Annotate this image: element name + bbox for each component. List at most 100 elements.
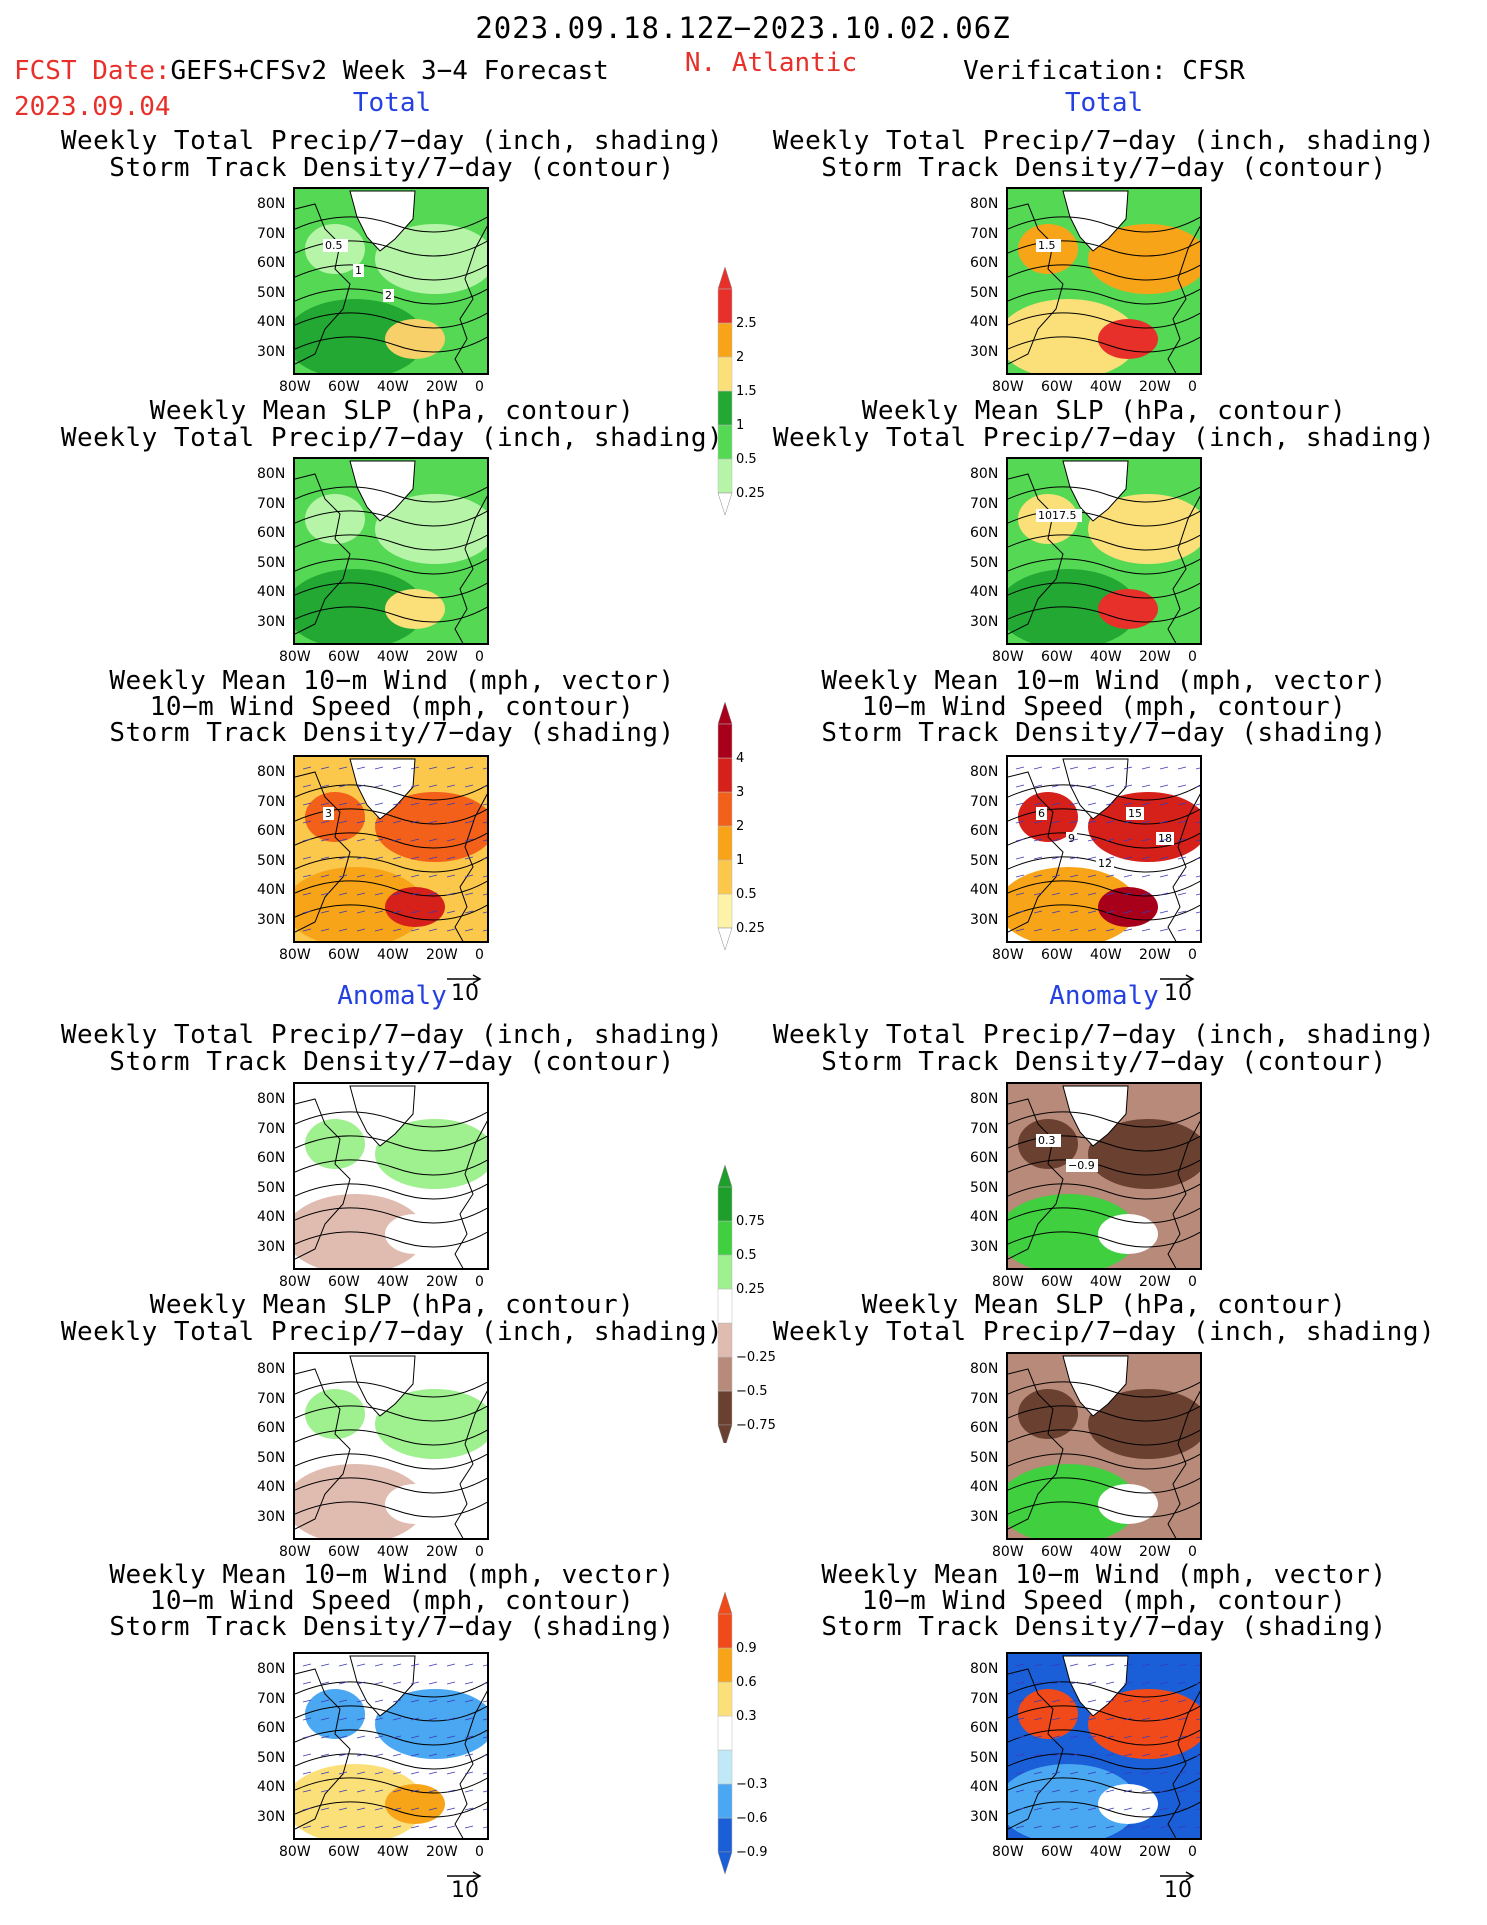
colorbar-label: 2 <box>736 350 744 365</box>
lat-tick-label: 70N <box>257 1390 286 1407</box>
contour-line <box>1008 1183 1200 1200</box>
colorbar-label: −0.3 <box>736 1777 768 1792</box>
wind-vector <box>428 1771 438 1775</box>
wind-vector <box>482 1790 487 1793</box>
wind-vector <box>464 1735 474 1739</box>
wind-vector <box>1015 1663 1025 1667</box>
lon-tick-label: 40W <box>377 1844 409 1860</box>
contour-label: 15 <box>1128 807 1142 820</box>
colorbar-segment <box>717 1681 733 1717</box>
contour-line <box>1008 904 1200 921</box>
lon-tick-label: 80W <box>992 947 1024 963</box>
wind-vector <box>1087 1825 1097 1829</box>
wind-vector <box>464 820 474 824</box>
contour-label: −0.9 <box>1068 1159 1095 1172</box>
north-america-coastline <box>1008 1668 1064 1830</box>
wind-vector <box>1105 802 1115 806</box>
wind-vector <box>1177 802 1187 806</box>
wind-vector <box>1141 910 1151 914</box>
wind-vector <box>1159 1807 1169 1811</box>
wind-vector <box>1069 856 1079 860</box>
wind-vector <box>482 911 487 914</box>
contour-label: 1 <box>355 264 362 277</box>
lat-tick-label: 30N <box>257 343 286 360</box>
lat-tick-label: 80N <box>257 1091 286 1107</box>
wind-vector <box>1141 784 1151 788</box>
wind-vector <box>428 1735 438 1739</box>
wind-vector <box>1069 784 1079 788</box>
wind-vector <box>1033 1807 1043 1811</box>
wind-vector <box>302 838 312 842</box>
wind-vector <box>1087 820 1097 824</box>
wind-vector <box>1033 892 1043 896</box>
wind-vector <box>1177 1771 1187 1775</box>
lat-tick-label: 80N <box>970 466 999 482</box>
wind-vector <box>1051 1663 1061 1667</box>
wind-vector <box>1015 1789 1025 1793</box>
wind-vector <box>302 892 312 896</box>
wind-vector <box>1033 838 1043 842</box>
wind-vector <box>356 1825 366 1829</box>
lon-tick-label: 40W <box>1090 379 1122 395</box>
lat-tick-label: 70N <box>970 495 999 512</box>
wind-vector <box>482 857 487 860</box>
wind-vector <box>1051 1735 1061 1739</box>
lon-tick-label: 0 <box>475 649 484 665</box>
lat-tick-label: 50N <box>257 554 286 571</box>
wind-vector <box>320 784 330 788</box>
wind-vector <box>374 838 384 842</box>
colorbar-segment <box>717 1220 733 1256</box>
wind-vector <box>410 1807 420 1811</box>
wind-vector <box>428 838 438 842</box>
contour-line <box>295 1453 487 1470</box>
lat-tick-label: 30N <box>257 1808 286 1825</box>
europe-africa-coastline <box>1167 1390 1200 1538</box>
map-panel-6-right <box>1006 1652 1202 1840</box>
lat-tick-label: 50N <box>970 1449 999 1466</box>
wind-vector <box>392 1735 402 1739</box>
wind-vector <box>1051 1825 1061 1829</box>
wind-vector <box>356 1717 366 1721</box>
wind-vector <box>1051 1753 1061 1757</box>
wind-vector <box>464 1681 474 1685</box>
wind-vector <box>1015 910 1025 914</box>
lat-tick-label: 60N <box>970 823 999 839</box>
contour-line <box>1008 1801 1200 1818</box>
wind-vector <box>1195 1826 1200 1829</box>
contour-line <box>1008 486 1200 503</box>
contour-label-bg <box>1036 509 1082 522</box>
wind-vector <box>356 1753 366 1757</box>
wind-vector <box>1123 802 1133 806</box>
title-p6-left: Weekly Mean 10−m Wind (mph, vector) 10−m … <box>109 1560 675 1642</box>
lat-tick-label: 70N <box>257 225 286 242</box>
europe-africa-coastline <box>454 1120 487 1268</box>
europe-africa-coastline <box>1167 225 1200 373</box>
section-total-right: Total <box>1064 88 1144 118</box>
map-panel-5-left <box>293 1352 489 1540</box>
lat-tick-label: 70N <box>970 225 999 242</box>
lat-tick-label: 30N <box>257 1238 286 1255</box>
contour-line <box>1008 1753 1200 1770</box>
wind-vector <box>446 910 456 914</box>
lon-tick-label: 60W <box>328 379 360 395</box>
wind-vector <box>446 766 456 770</box>
colorbar-bottom-triangle <box>717 927 733 951</box>
reference-vector-arrow <box>1160 974 1195 984</box>
wind-vector <box>464 802 474 806</box>
contour-line <box>1008 880 1200 897</box>
colorbar-label: −0.9 <box>736 1845 768 1860</box>
lat-tick-label: 30N <box>257 1508 286 1525</box>
contour-label: 0.5 <box>325 239 343 252</box>
wind-vector <box>1033 1663 1043 1667</box>
wind-vector <box>464 892 474 896</box>
contour-line <box>295 216 487 233</box>
wind-vector <box>1159 1825 1169 1829</box>
wind-vector <box>1141 1681 1151 1685</box>
contour-label: 6 <box>1038 807 1045 820</box>
wind-vector <box>428 1663 438 1667</box>
contour-line <box>295 832 487 849</box>
lat-tick-label: 80N <box>257 764 286 780</box>
wind-vector <box>1051 820 1061 824</box>
wind-vector <box>374 1735 384 1739</box>
shade-region <box>295 1194 425 1268</box>
